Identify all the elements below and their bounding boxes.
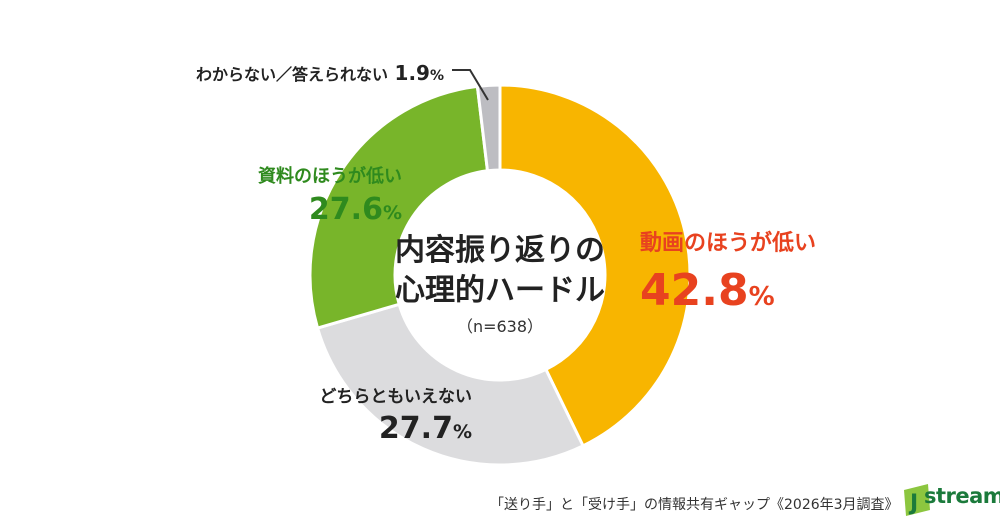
donut-slice-2 [308, 84, 490, 330]
slice-label-2: 資料のほうが低い [258, 165, 402, 187]
donut-slice-3 [475, 83, 502, 173]
source-caption: 「送り手」と「受け手」の情報共有ギャップ《2026年3月調査》 [490, 497, 899, 513]
sample-size-label: （n=638） [457, 317, 543, 336]
svg-text:J: J [908, 491, 918, 516]
logo-text: stream [924, 484, 1000, 508]
slice-label-3: わからない／答えられない [196, 65, 388, 84]
logo-mark-icon: J [904, 484, 930, 516]
chart-title-line-1: 内容振り返りの [395, 233, 605, 268]
slice-value-2: 27.6% [309, 192, 402, 227]
slice-label-1: どちらともいえない [319, 387, 472, 407]
slice-value-3: 1.9% [395, 61, 444, 85]
chart-title-line-2: 心理的ハードル [395, 273, 605, 308]
slice-value-0: 42.8% [640, 265, 775, 316]
donut-slice-0 [498, 83, 692, 448]
slice-label-0: 動画のほうが低い [640, 230, 816, 256]
leader-line [452, 69, 489, 101]
slices-layer [308, 83, 692, 467]
slice-value-1: 27.7% [379, 411, 472, 446]
center-layer: 内容振り返りの 心理的ハードル （n=638） [395, 233, 605, 336]
donut-slice-1 [315, 302, 586, 467]
jstream-logo: J stream [900, 480, 1000, 520]
labels-layer: 動画のほうが低い 42.8% どちらともいえない 27.7% 資料のほうが低い 27.6%… [196, 61, 816, 446]
